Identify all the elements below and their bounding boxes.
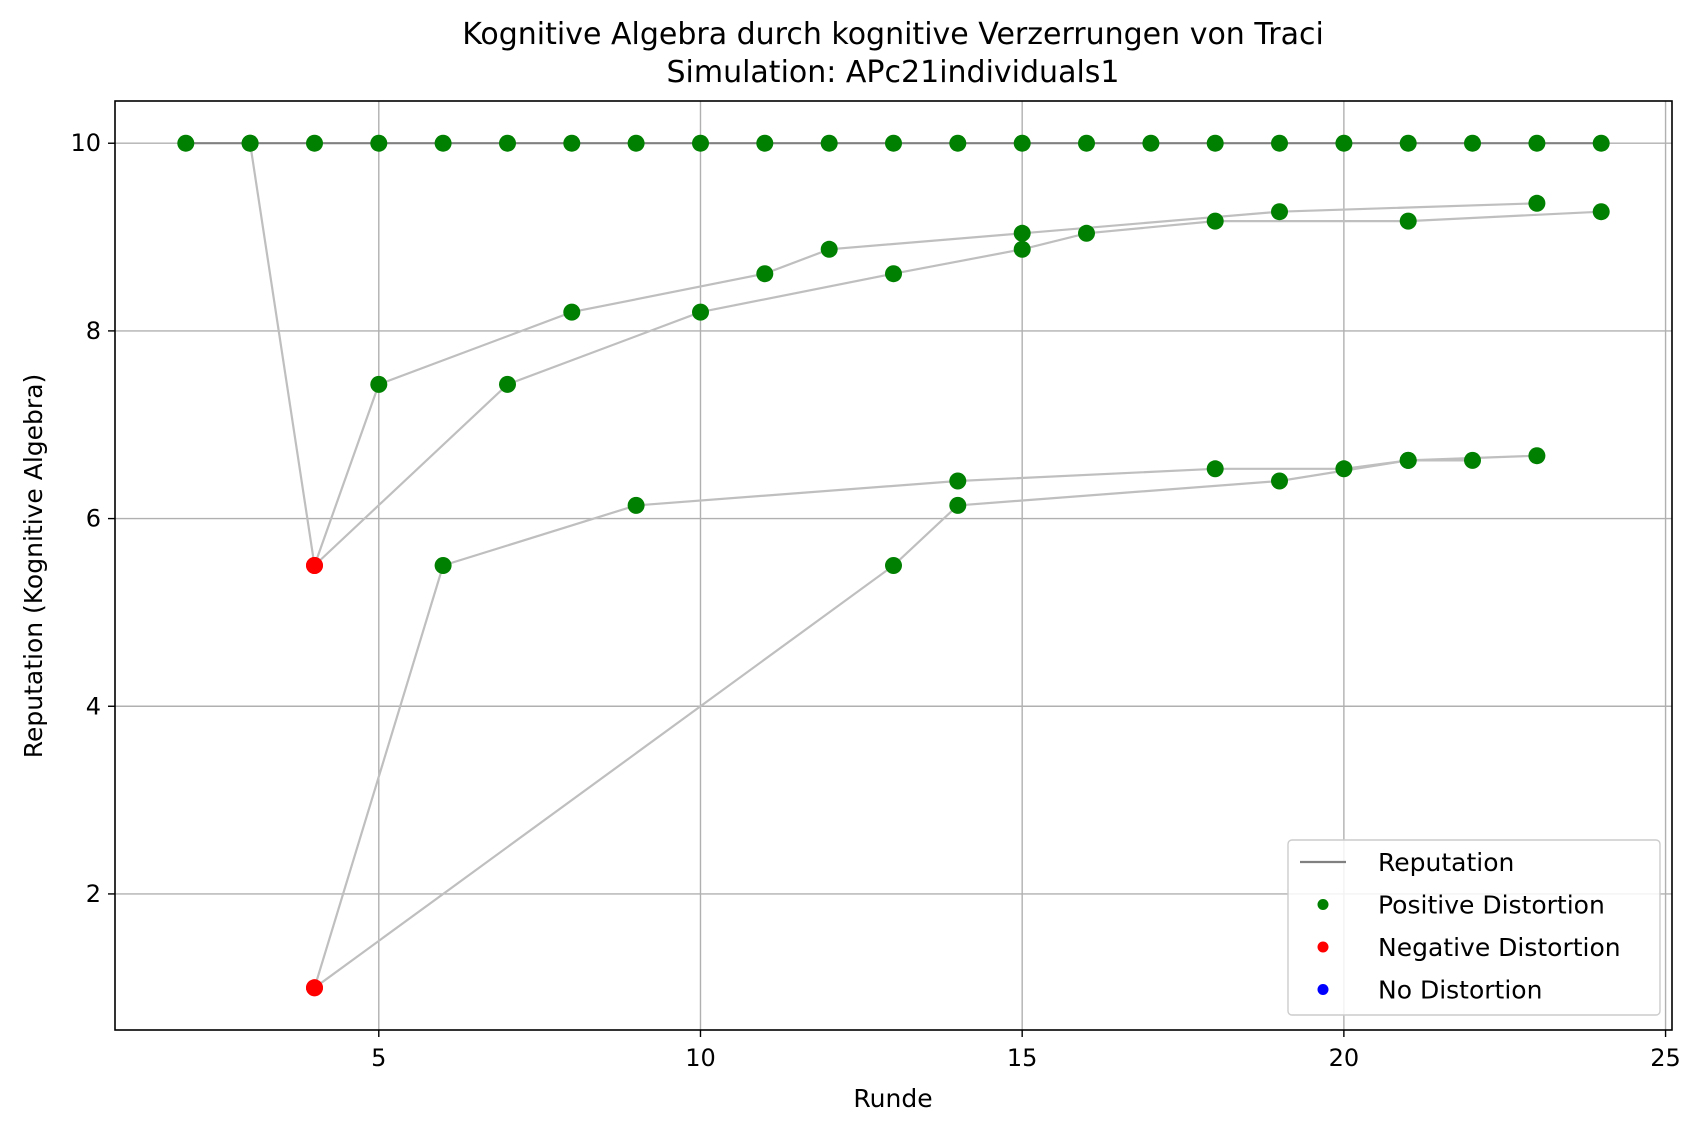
data-point-positive <box>1142 134 1160 152</box>
plot-frame <box>114 100 1673 1031</box>
data-point-positive <box>885 265 902 283</box>
y-axis-label: Reputation (Kognitive Algebra) <box>19 374 48 759</box>
ticks: 5 10 15 20 25 2 4 6 8 10 <box>70 129 1680 1072</box>
data-point-positive <box>1335 134 1353 152</box>
data-point-negative <box>306 557 323 574</box>
data-point-positive <box>1528 194 1546 212</box>
legend-marker-swatch <box>1317 899 1329 910</box>
data-point-positive <box>434 134 452 152</box>
data-point-positive <box>370 375 388 393</box>
data-point-positive <box>820 240 838 258</box>
legend-entry-label: No Distortion <box>1378 976 1542 1005</box>
data-point-positive <box>306 134 323 152</box>
data-point-positive <box>370 134 388 152</box>
data-point-positive <box>1528 447 1546 465</box>
data-point-positive <box>1335 460 1353 478</box>
x-tick-label: 20 <box>1329 1044 1360 1072</box>
data-point-positive <box>1271 203 1288 221</box>
legend-entry-label: Negative Distortion <box>1378 933 1621 962</box>
data-point-positive <box>1464 134 1481 152</box>
legend-marker-swatch <box>1317 941 1329 953</box>
data-point-positive <box>1592 203 1610 221</box>
data-point-positive <box>1206 134 1224 152</box>
y-tick-label: 6 <box>86 505 101 533</box>
data-point-positive <box>241 134 259 152</box>
data-point-positive <box>1399 451 1417 469</box>
data-point-positive <box>1013 134 1031 152</box>
data-point-negative <box>306 979 323 997</box>
data-point-positive <box>1078 134 1095 152</box>
x-tick-label: 25 <box>1650 1044 1681 1072</box>
data-point-positive <box>885 134 902 152</box>
series-4-line <box>313 459 1473 989</box>
data-point-positive <box>949 496 967 514</box>
data-point-positive <box>563 134 581 152</box>
legend-entry-label: Reputation <box>1378 848 1514 877</box>
data-point-positive <box>1013 224 1031 242</box>
y-tick-label: 2 <box>86 880 101 908</box>
data-point-positive <box>1206 460 1224 478</box>
data-point-positive <box>1013 240 1031 258</box>
data-point-positive <box>949 134 967 152</box>
data-point-positive <box>1399 212 1417 230</box>
data-point-positive <box>1271 134 1288 152</box>
data-point-positive <box>692 134 709 152</box>
data-point-positive <box>1399 134 1417 152</box>
data-point-positive <box>1464 451 1481 469</box>
data-point-positive <box>1206 212 1224 230</box>
data-point-positive <box>177 134 195 152</box>
data-point-positive <box>627 134 645 152</box>
data-point-positive <box>627 496 645 514</box>
legend-entry-label: Positive Distortion <box>1378 891 1605 920</box>
y-tick-label: 8 <box>86 317 101 345</box>
y-tick-label: 4 <box>86 692 101 720</box>
data-point-positive <box>563 303 581 321</box>
data-point-positive <box>499 375 516 393</box>
data-points <box>177 134 1610 997</box>
data-point-positive <box>820 134 838 152</box>
data-point-positive <box>1078 224 1095 242</box>
x-tick-label: 5 <box>371 1044 386 1072</box>
x-tick-label: 10 <box>685 1044 716 1072</box>
data-point-positive <box>434 557 452 574</box>
data-point-positive <box>1271 472 1288 490</box>
legend: Reputation Positive Distortion Negative Di… <box>1287 839 1661 1016</box>
y-tick-label: 10 <box>70 129 101 157</box>
data-point-positive <box>1528 134 1546 152</box>
data-point-positive <box>499 134 516 152</box>
data-point-positive <box>1592 134 1610 152</box>
chart-title: Kognitive Algebra durch kognitive Verzer… <box>462 17 1324 52</box>
data-point-positive <box>756 265 774 283</box>
data-point-positive <box>949 472 967 490</box>
data-point-positive <box>885 557 902 574</box>
legend-frame <box>1287 839 1661 1016</box>
data-point-positive <box>692 303 709 321</box>
data-point-positive <box>756 134 774 152</box>
chart-subtitle: Simulation: APc21individuals1 <box>666 55 1119 90</box>
x-axis-label: Runde <box>853 1084 932 1113</box>
x-tick-label: 15 <box>1007 1044 1038 1072</box>
legend-marker-swatch <box>1317 984 1329 995</box>
